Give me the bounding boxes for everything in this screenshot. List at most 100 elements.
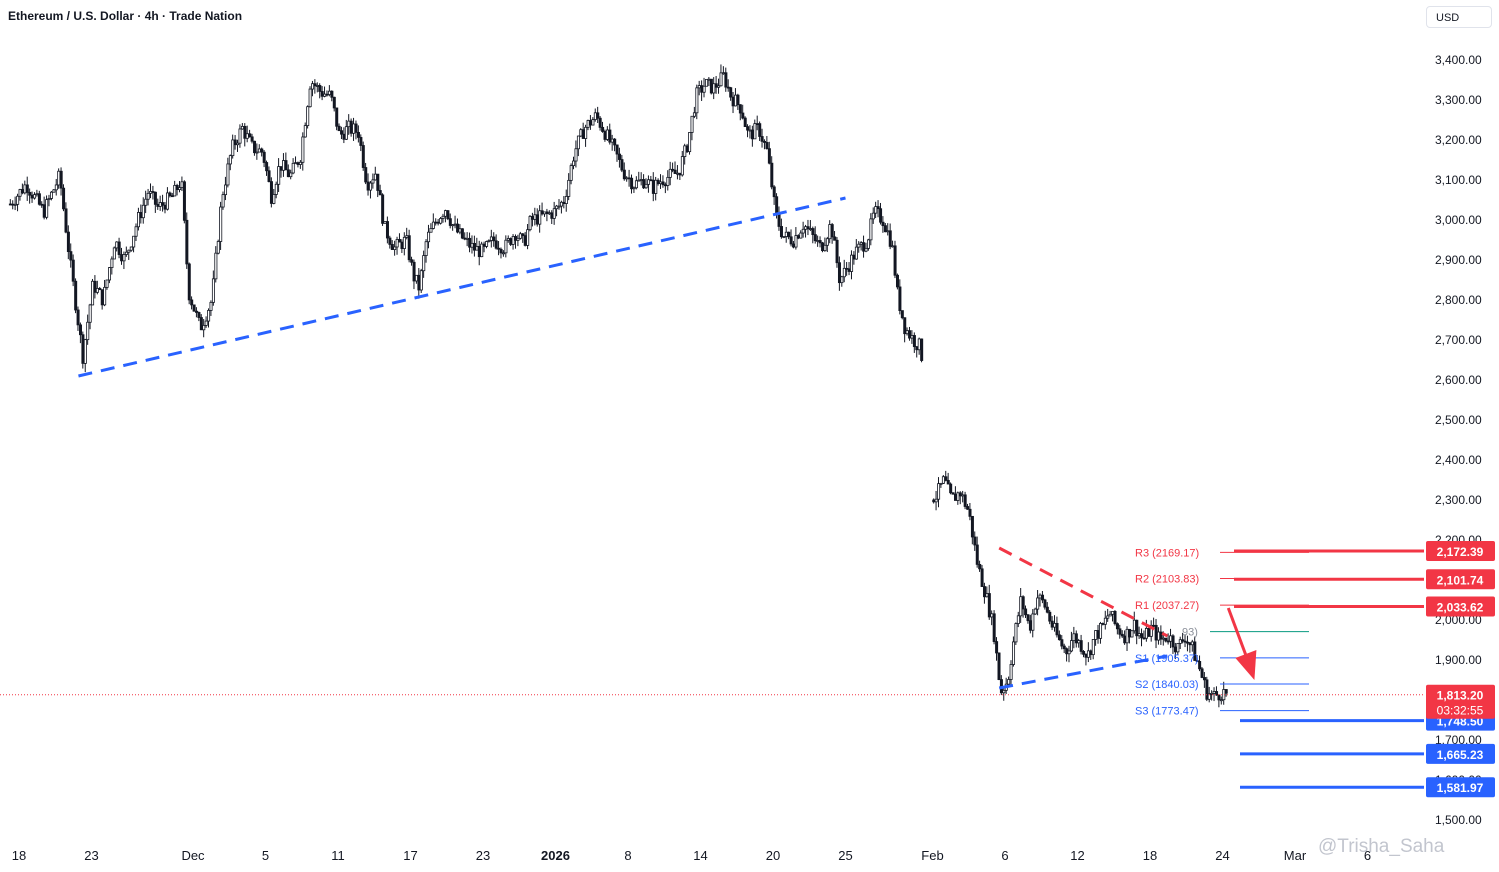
candle-body-up [373, 173, 377, 181]
candle-body-up [683, 145, 687, 157]
candle-body-down [963, 494, 967, 507]
candle-body-up [429, 228, 433, 233]
candle-body-down [1074, 633, 1078, 644]
candle-body-down [852, 254, 856, 260]
candle-body-down [789, 236, 793, 245]
candle-body-up [277, 166, 281, 185]
candle-body-up [632, 187, 636, 190]
candle-body-up [695, 87, 699, 114]
drawing-layer[interactable]: R3 (2169.17) R2 (2103.83) R1 (2037.27) S1 (… [0, 196, 1424, 789]
time-tick-label: 6 [1001, 848, 1008, 863]
candle-body-down [62, 187, 66, 210]
candle-body-up [717, 85, 721, 88]
time-tick-label: 5 [262, 848, 269, 863]
candle-body-up [219, 206, 223, 242]
candle-body-up [939, 482, 943, 485]
candle-body-down [74, 280, 78, 311]
candle-body-down [170, 195, 174, 198]
candle-body-up [137, 212, 141, 228]
candle-body-up [173, 184, 177, 197]
candle-body-down [724, 72, 728, 88]
candle-body-up [712, 83, 716, 94]
candle-body-down [388, 237, 392, 245]
candle-body-up [1210, 692, 1214, 695]
candle-body-up [422, 255, 426, 272]
candle-body-down [951, 492, 955, 495]
candle-body-down [944, 476, 948, 481]
candle-body-up [637, 179, 641, 182]
candle-body-up [405, 235, 409, 238]
time-tick-label: 14 [693, 848, 707, 863]
candle-body-up [1106, 615, 1110, 619]
candle-body-up [1207, 693, 1211, 700]
candle-body-up [547, 212, 551, 215]
candle-body-up [35, 193, 39, 196]
candle-body-up [705, 79, 709, 87]
candle-body-down [492, 236, 496, 242]
candle-body-up [516, 237, 520, 241]
candle-body-down [1173, 646, 1177, 653]
candle-body-up [1053, 622, 1057, 628]
candle-body-up [654, 179, 658, 194]
candle-body-up [593, 112, 597, 120]
pivot-label-r2: R2 (2103.83) [1135, 573, 1199, 585]
candle-body-up [552, 208, 556, 219]
price-axis[interactable]: 1,500.001,600.001,700.001,800.001,900.00… [1426, 53, 1495, 827]
time-axis[interactable]: 18 23 Dec 5 11 17 23 2026 8 14 20 25 Feb 6 12 18 24 Mar 6 [12, 848, 1371, 863]
candle-body-down [66, 231, 70, 252]
currency-selector[interactable]: USD [1426, 6, 1492, 28]
candle-body-up [211, 278, 215, 303]
price-tick-label: 2,900.00 [1435, 253, 1482, 267]
candle-body-up [57, 170, 61, 186]
candle-body-down [673, 169, 677, 174]
candle-body-down [325, 93, 329, 96]
candle-body-down [64, 208, 68, 233]
candle-body-up [414, 274, 418, 282]
candle-body-down [763, 140, 767, 143]
candle-body-down [738, 104, 742, 114]
candle-body-up [782, 236, 786, 238]
candle-body-down [100, 289, 104, 306]
candle-body-up [748, 129, 752, 132]
candle-body-up [298, 161, 302, 165]
candle-body-down [1135, 619, 1139, 637]
candle-body-down [1118, 628, 1122, 635]
candle-body-up [209, 301, 213, 311]
candle-body-up [202, 325, 206, 331]
candle-body-down [279, 166, 283, 171]
price-badge [1426, 569, 1495, 590]
candle-body-up [231, 139, 235, 157]
pivot-label-s3: S3 (1773.47) [1135, 706, 1199, 718]
candle-body-down [821, 242, 825, 252]
candle-body-down [11, 203, 15, 206]
candle-body-down [286, 169, 290, 178]
candle-body-down [915, 346, 919, 351]
forecast-arrow-head [1235, 650, 1257, 680]
candle-body-down [1120, 633, 1124, 637]
candle-body-down [1050, 620, 1054, 628]
candle-body-down [540, 210, 544, 215]
candle-body-down [777, 213, 781, 227]
candle-body-up [485, 241, 489, 247]
candle-body-down [20, 189, 24, 194]
watermark-text: @Trisha_Saha [1318, 836, 1445, 857]
candle-body-down [1154, 624, 1158, 641]
candle-body-up [166, 192, 170, 210]
candle-body-down [1142, 637, 1146, 640]
candle-body-down [847, 268, 851, 272]
time-tick-label: 17 [403, 848, 417, 863]
candle-body-up [54, 184, 58, 191]
price-tick-label: 1,500.00 [1435, 813, 1482, 827]
candle-body-down [1217, 694, 1221, 701]
candle-body-up [105, 279, 109, 288]
candle-body-down [837, 262, 841, 284]
candle-body-down [366, 181, 370, 191]
candle-body-down [81, 334, 85, 364]
candle-body-up [306, 106, 310, 127]
candle-body-up [383, 221, 387, 224]
candle-body-up [528, 216, 532, 231]
candle-body-down [269, 181, 273, 204]
candle-body-down [71, 259, 75, 282]
candle-body-up [591, 119, 595, 126]
